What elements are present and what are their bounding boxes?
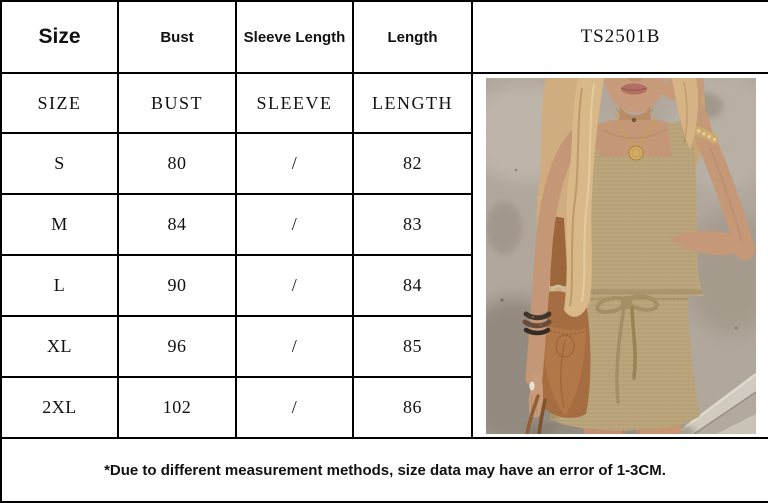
cell-length: 86 <box>352 376 473 439</box>
cell-bust: 84 <box>117 193 237 256</box>
size-row: L 90 / 84 <box>0 254 768 317</box>
cell-length: 83 <box>352 193 473 256</box>
subheader-bust: BUST <box>117 72 237 134</box>
cell-size: 2XL <box>0 376 119 439</box>
cell-bust: 96 <box>117 315 237 378</box>
cell-length: 85 <box>352 315 473 378</box>
cell-sleeve: / <box>235 132 354 195</box>
product-code: TS2501B <box>471 0 768 74</box>
cell-length: 82 <box>352 132 473 195</box>
model-photo-illustration <box>485 77 756 434</box>
cell-length: 84 <box>352 254 473 317</box>
col-header-size: Size <box>0 0 119 74</box>
cell-sleeve: / <box>235 254 354 317</box>
cell-size: S <box>0 132 119 195</box>
footnote-row: *Due to different measurement methods, s… <box>0 437 768 503</box>
product-photo <box>474 75 767 436</box>
col-header-length: Length <box>352 0 473 74</box>
cell-sleeve: / <box>235 193 354 256</box>
col-header-sleeve: Sleeve Length <box>235 0 354 74</box>
cell-bust: 90 <box>117 254 237 317</box>
header-row: Size Bust Sleeve Length Length TS2501B <box>0 0 768 74</box>
size-row: XL 96 / 85 <box>0 315 768 378</box>
cell-size: M <box>0 193 119 256</box>
cell-sleeve: / <box>235 376 354 439</box>
subheader-size: SIZE <box>0 72 119 134</box>
photo-grain-overlay <box>485 77 756 434</box>
cell-size: XL <box>0 315 119 378</box>
size-row: S 80 / 82 <box>0 132 768 195</box>
size-row: M 84 / 83 <box>0 193 768 256</box>
cell-bust: 102 <box>117 376 237 439</box>
cell-size: L <box>0 254 119 317</box>
size-row: 2XL 102 / 86 <box>0 376 768 439</box>
cell-bust: 80 <box>117 132 237 195</box>
subheader-sleeve: SLEEVE <box>235 72 354 134</box>
measurement-note: *Due to different measurement methods, s… <box>0 437 768 503</box>
cell-sleeve: / <box>235 315 354 378</box>
subheader-length: LENGTH <box>352 72 473 134</box>
product-photo-cell <box>471 72 768 439</box>
col-header-bust: Bust <box>117 0 237 74</box>
subheader-row: SIZE BUST SLEEVE LENGTH <box>0 72 768 439</box>
